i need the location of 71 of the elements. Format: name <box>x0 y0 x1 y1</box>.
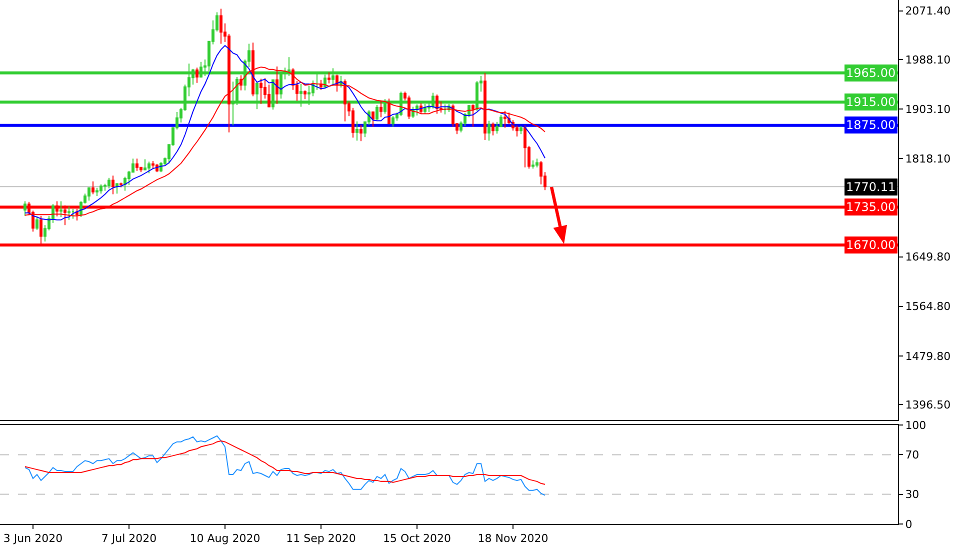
candlestick <box>520 124 522 135</box>
candlestick <box>220 8 222 44</box>
y-tick-label: 1564.80 <box>905 300 951 314</box>
candlestick <box>372 110 374 128</box>
y-tick-label: 1818.10 <box>905 152 951 166</box>
y-tick-label: 1396.50 <box>905 398 951 412</box>
ref-line-label: 1915.00 <box>846 95 896 109</box>
candlestick <box>152 160 154 170</box>
candlestick <box>524 124 526 168</box>
line-series <box>24 440 546 485</box>
candlestick <box>492 122 494 136</box>
y-tick-label: 1479.80 <box>905 350 951 363</box>
x-tick-label: 11 Sep 2020 <box>286 532 356 546</box>
candlestick <box>120 182 122 188</box>
candlestick <box>100 184 102 194</box>
ref-line-label: 1770.11 <box>846 180 896 194</box>
candlestick <box>24 200 26 216</box>
candlestick <box>88 186 90 202</box>
ref-line-label: 1735.00 <box>846 200 896 214</box>
candlestick <box>344 78 346 122</box>
candlestick <box>60 200 62 218</box>
candlestick <box>68 206 70 220</box>
candlestick <box>356 120 358 142</box>
candlestick <box>380 100 382 118</box>
candlestick <box>96 187 98 196</box>
candlestick <box>516 124 518 137</box>
candlestick <box>148 161 150 174</box>
candlestick <box>160 162 162 173</box>
candlestick <box>320 79 322 90</box>
candlestick <box>436 94 438 114</box>
ref-line-label: 1965.00 <box>846 66 896 80</box>
candlestick <box>392 116 394 128</box>
x-tick-label: 18 Nov 2020 <box>478 532 548 546</box>
candlestick <box>144 158 146 171</box>
candlestick <box>36 216 38 230</box>
candlestick <box>472 104 474 128</box>
y-tick-label: 70 <box>905 448 920 462</box>
candlestick <box>260 78 262 104</box>
y-tick-label: 100 <box>905 418 926 432</box>
candlestick <box>504 110 506 128</box>
candlestick <box>488 120 490 142</box>
line-series <box>24 435 546 496</box>
candlestick <box>304 90 306 100</box>
candlestick <box>116 182 118 194</box>
candlestick <box>328 72 330 84</box>
y-tick-label: 2071.40 <box>905 4 951 18</box>
ref-line-label: 1875.00 <box>846 118 896 132</box>
x-tick-label: 10 Aug 2020 <box>190 532 260 546</box>
x-tick-label: 15 Oct 2020 <box>382 532 452 546</box>
y-tick-label: 30 <box>905 488 920 502</box>
candlestick <box>536 158 538 168</box>
candlestick <box>92 180 94 195</box>
candlestick <box>408 95 410 120</box>
candlestick <box>484 72 486 140</box>
candlestick <box>72 208 74 220</box>
candlestick <box>196 67 198 84</box>
ref-line-label: 1670.00 <box>846 238 896 252</box>
candlestick <box>136 158 138 172</box>
y-tick-label: 1649.80 <box>905 250 951 264</box>
y-tick-label: 0 <box>905 518 912 531</box>
x-tick-label: 7 Jul 2020 <box>101 532 157 546</box>
candlestick <box>532 160 534 170</box>
candlestick <box>360 124 362 142</box>
y-tick-label: 1903.10 <box>905 102 951 116</box>
candlestick <box>112 175 114 195</box>
candlestick <box>336 74 338 92</box>
candlestick <box>240 74 242 91</box>
candlestick <box>388 98 390 125</box>
x-tick-label: 3 Jun 2020 <box>3 532 63 546</box>
candlestick <box>108 177 110 189</box>
y-tick-label: 1988.10 <box>905 53 951 66</box>
